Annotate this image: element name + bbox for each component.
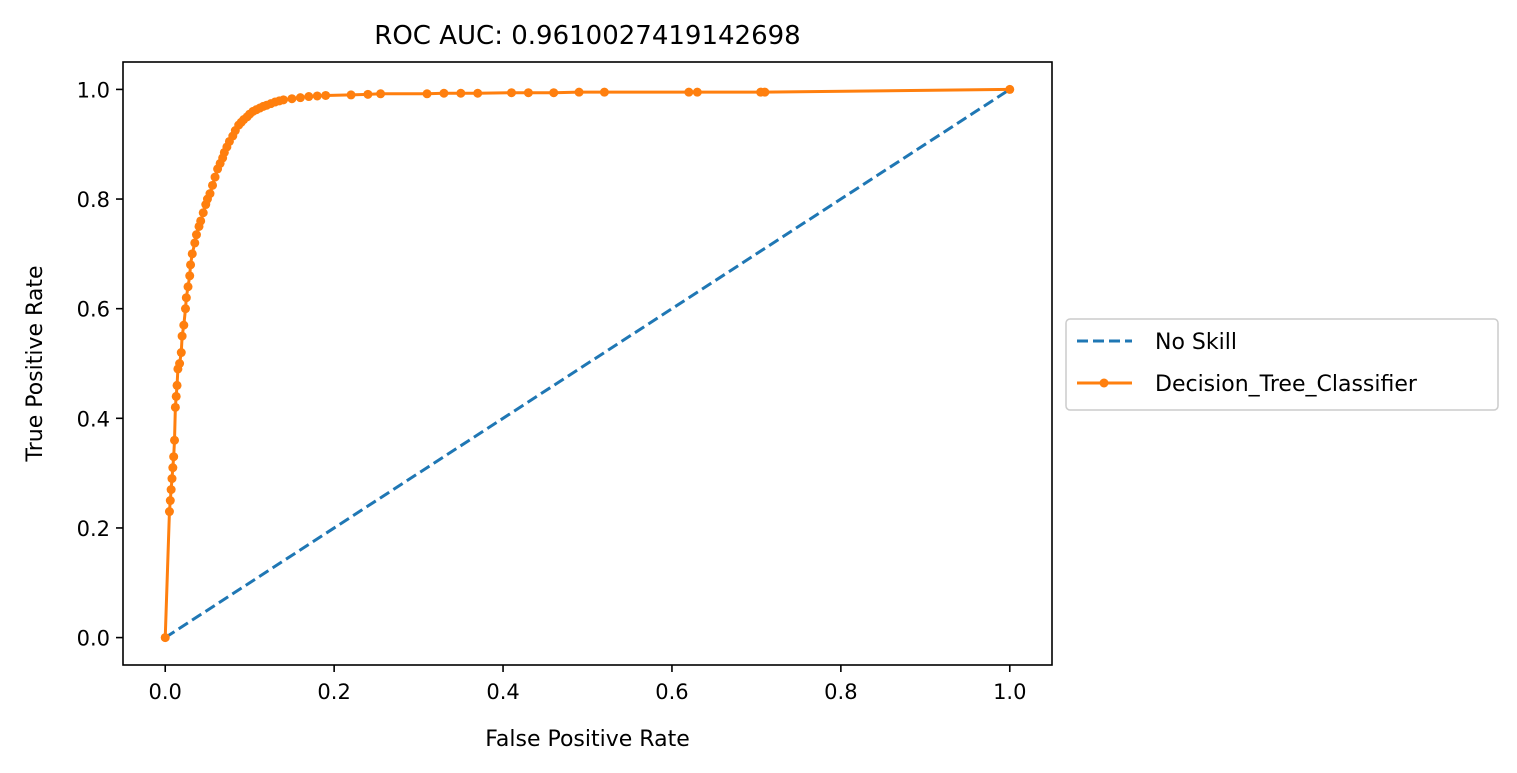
y-axis-label: True Positive Rate [23, 266, 48, 463]
data-point [171, 391, 181, 401]
data-point [183, 282, 193, 292]
series-line-0 [164, 88, 1011, 639]
legend: No Skill Decision_Tree_Classifier [1065, 318, 1499, 411]
chart-title: ROC AUC: 0.9610027419142698 [374, 21, 800, 51]
data-point [180, 304, 190, 314]
data-point [574, 87, 584, 97]
y-tick-label: 0.4 [77, 407, 110, 431]
data-point [164, 507, 174, 517]
data-point [175, 359, 185, 368]
data-point [278, 95, 288, 105]
legend-label: No Skill [1155, 330, 1237, 355]
data-point [506, 88, 516, 98]
x-tick-label: 0.4 [486, 680, 519, 704]
data-point [692, 87, 702, 97]
data-point [208, 180, 218, 190]
data-point [439, 88, 449, 98]
data-point [312, 91, 322, 101]
x-tick-label: 0.2 [317, 680, 350, 704]
x-tick-label: 0.6 [655, 680, 688, 704]
data-point [205, 189, 215, 199]
data-point [363, 89, 373, 99]
plot-area: 0.0 0.2 0.4 0.6 0.8 1.0 0.0 0.2 0.4 0.6 0.8 1.0 [77, 61, 1053, 704]
data-point [295, 93, 305, 103]
data-point [160, 633, 170, 643]
data-point [166, 485, 176, 495]
data-point [422, 89, 432, 99]
data-point [170, 435, 180, 445]
data-point [473, 88, 483, 98]
data-point [176, 348, 186, 358]
data-point [684, 87, 694, 97]
data-point [179, 320, 189, 330]
data-point [185, 271, 195, 281]
data-point [169, 452, 179, 462]
data-point [196, 216, 206, 226]
data-point [304, 92, 314, 102]
data-point [187, 249, 197, 259]
x-tick-label: 0.0 [149, 680, 182, 704]
legend-label: Decision_Tree_Classifier [1155, 372, 1418, 397]
data-point [170, 402, 180, 412]
y-tick-label: 0.0 [77, 627, 110, 651]
data-point [181, 293, 191, 303]
y-tick-label: 0.6 [77, 298, 110, 322]
x-axis-label: False Positive Rate [485, 727, 689, 752]
data-point [456, 88, 466, 98]
data-point [165, 496, 175, 506]
data-point [167, 474, 177, 484]
data-point [523, 88, 533, 98]
data-point [198, 208, 208, 218]
data-point [210, 172, 220, 182]
y-tick-label: 1.0 [77, 78, 110, 102]
legend-marker [1099, 378, 1109, 388]
data-point [549, 88, 559, 98]
data-point [346, 90, 356, 100]
data-point [186, 260, 196, 270]
data-point [599, 87, 609, 97]
x-tick-label: 0.8 [824, 680, 857, 704]
data-point [172, 380, 182, 390]
data-point [287, 94, 297, 104]
legend-box [1065, 318, 1499, 411]
x-tick-label: 1.0 [993, 680, 1026, 704]
y-tick-label: 0.8 [77, 188, 110, 212]
data-point [321, 90, 331, 100]
data-point [376, 89, 386, 99]
data-point [168, 463, 178, 473]
axes-frame [122, 61, 1053, 666]
data-point [1005, 84, 1015, 94]
data-point [177, 331, 187, 341]
data-point [760, 87, 770, 97]
y-tick-label: 0.2 [77, 517, 110, 541]
data-point [191, 230, 201, 240]
data-point [190, 238, 200, 248]
